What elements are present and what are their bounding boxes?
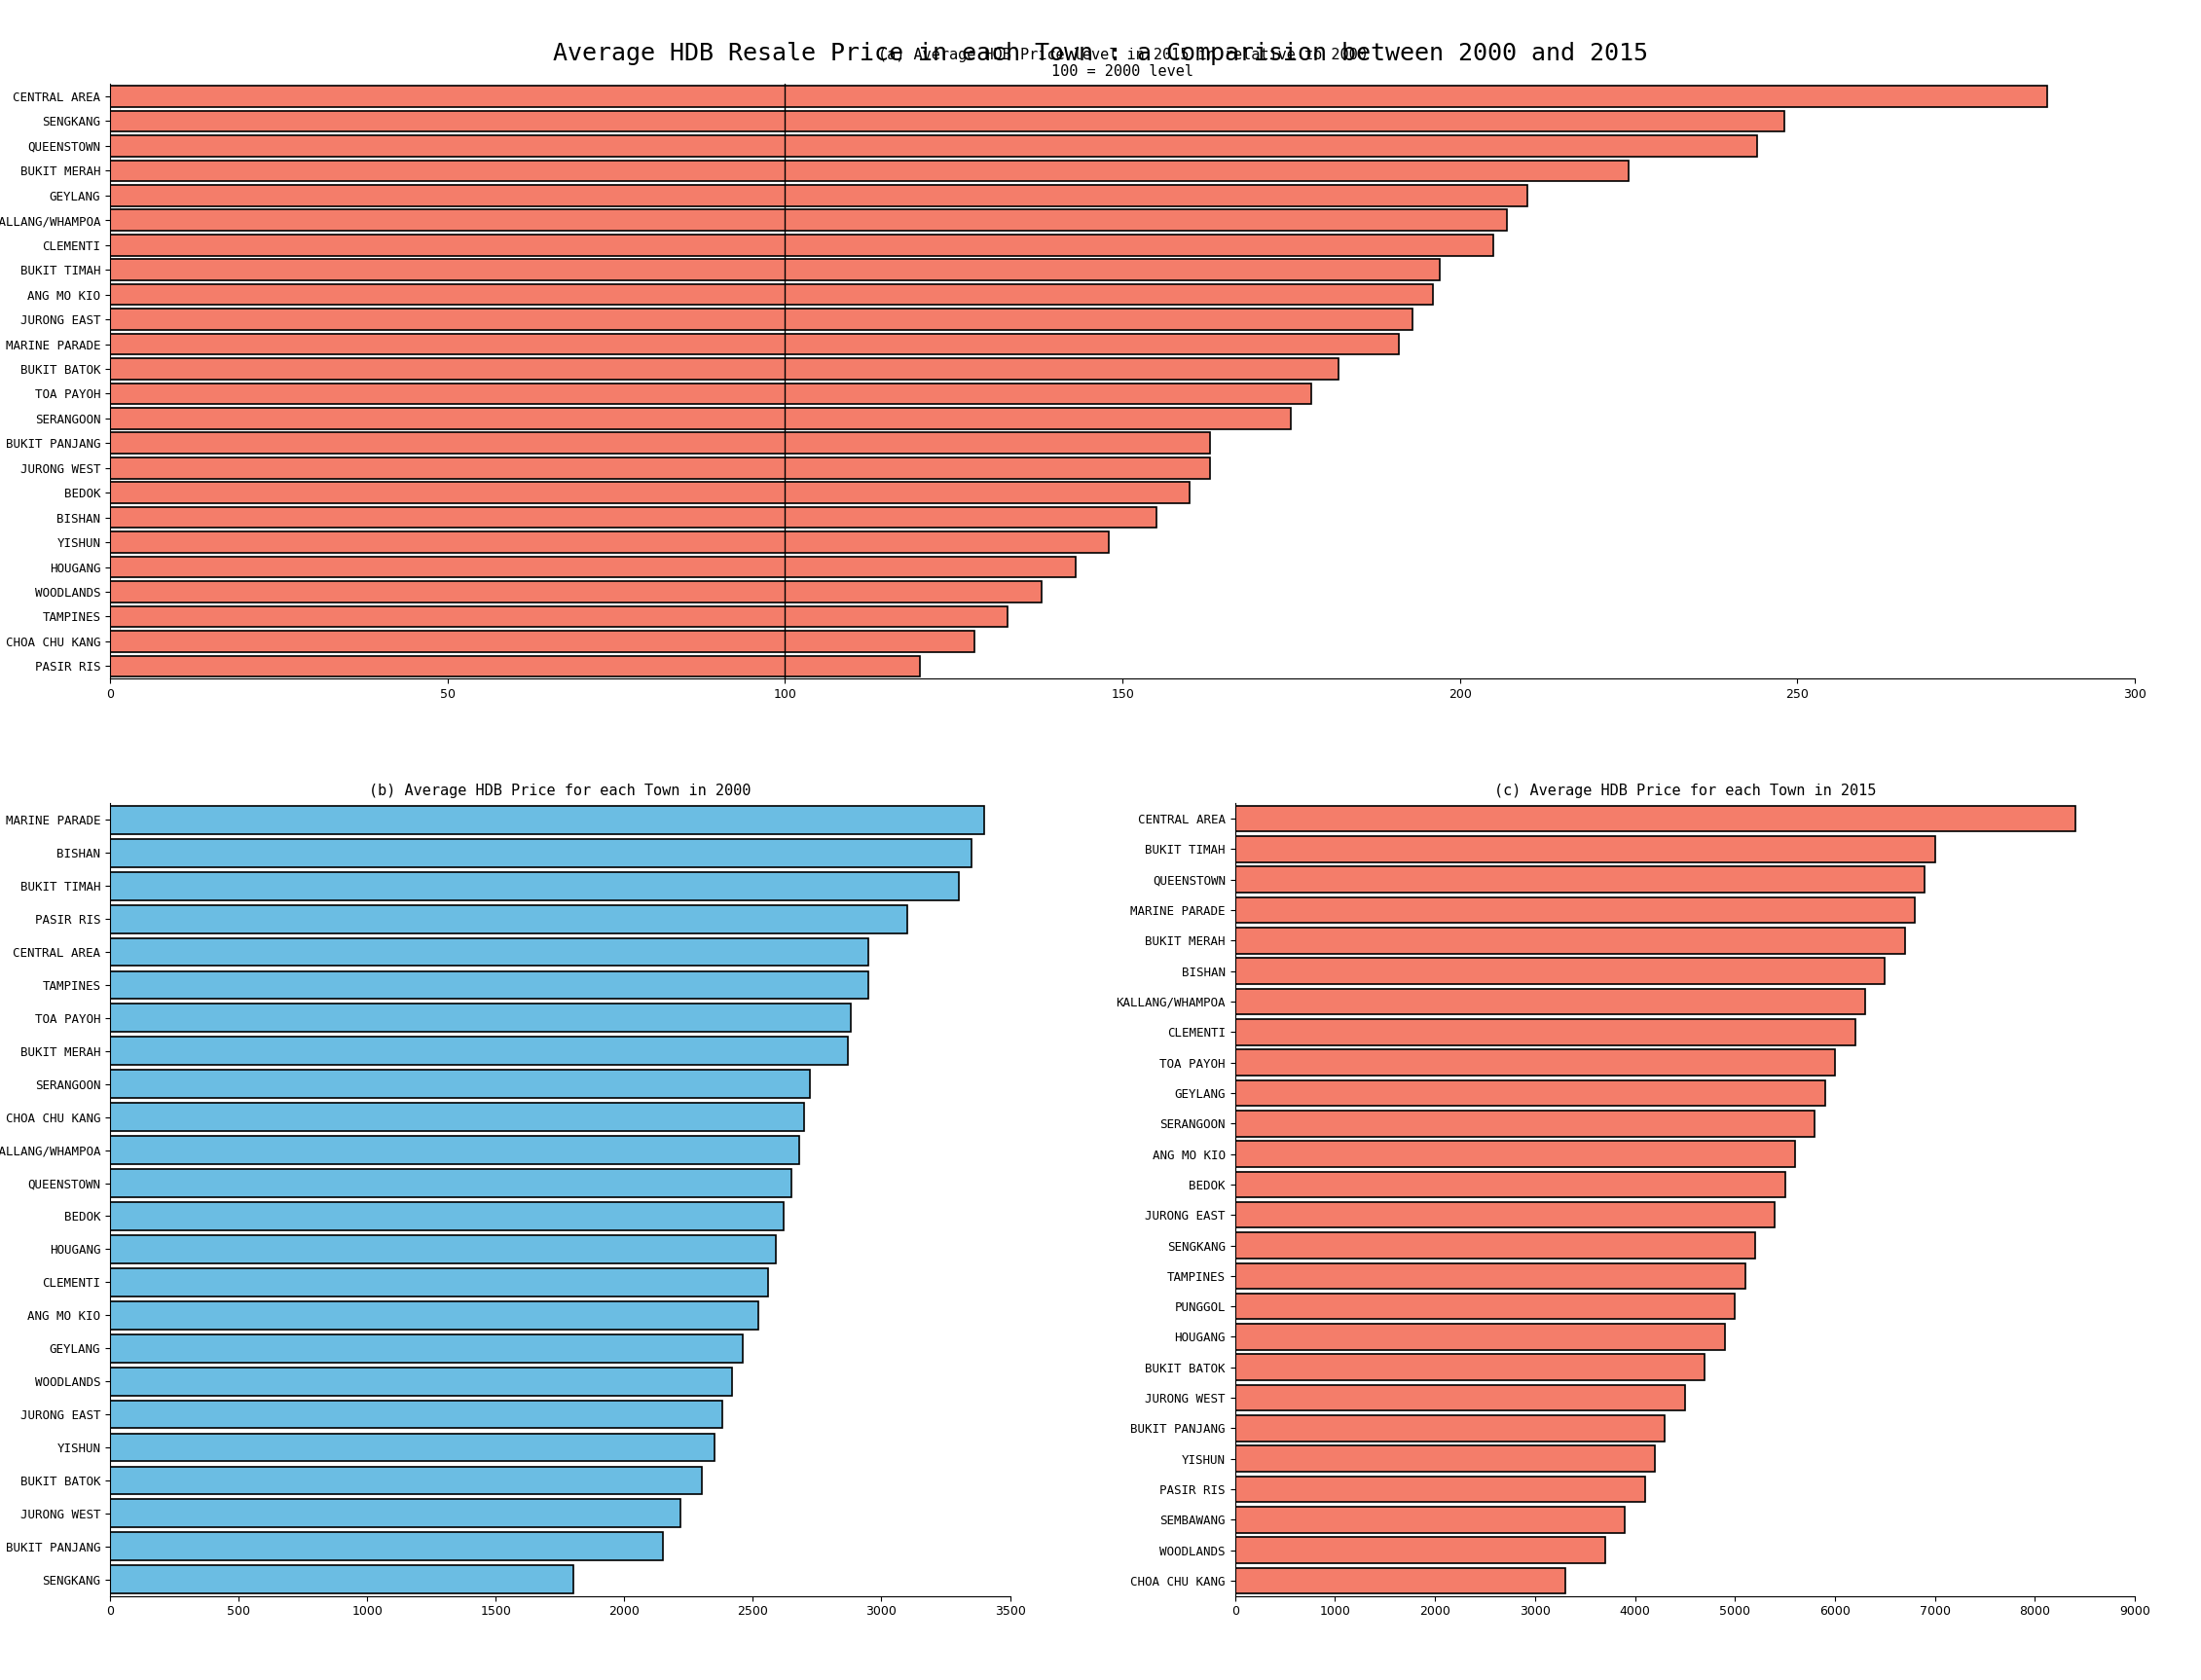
Bar [110, 1005, 850, 1032]
Bar [1235, 1294, 1734, 1319]
Bar [1235, 1537, 1605, 1562]
Bar [110, 1203, 784, 1230]
Bar [1235, 1507, 1624, 1532]
Bar [1235, 1233, 1754, 1258]
Bar [1235, 1384, 1686, 1411]
Bar [110, 1368, 733, 1396]
Bar [110, 210, 1508, 230]
Bar [110, 606, 1008, 627]
Bar [1235, 927, 1906, 954]
Bar [110, 383, 1312, 405]
Bar [110, 259, 1439, 281]
Bar [1235, 1263, 1745, 1289]
Bar [110, 806, 984, 833]
Bar [110, 136, 1756, 156]
Bar [110, 86, 2047, 108]
Bar [1235, 1201, 1774, 1228]
Bar [110, 1037, 847, 1065]
Bar [110, 507, 1156, 528]
Bar [110, 334, 1400, 354]
Bar [110, 1235, 777, 1263]
Bar [110, 1499, 680, 1527]
Bar [1235, 958, 1884, 984]
Bar [1235, 1415, 1664, 1441]
Bar [110, 971, 869, 1000]
Bar [1235, 1446, 1655, 1472]
Bar [110, 1401, 722, 1428]
Bar [1235, 1020, 1855, 1045]
Bar [110, 185, 1527, 207]
Bar [1235, 1171, 1785, 1198]
Bar [110, 1302, 757, 1329]
Bar [110, 111, 1785, 131]
Title: (b) Average HDB Price for each Town in 2000: (b) Average HDB Price for each Town in 2… [370, 783, 751, 798]
Bar [110, 872, 960, 900]
Title: (a) Average HDB Price level in 2015 in relative to 2000
100 = 2000 level: (a) Average HDB Price level in 2015 in r… [878, 47, 1367, 79]
Bar [110, 630, 975, 652]
Bar [1235, 1477, 1644, 1502]
Bar [110, 408, 1292, 428]
Bar [1235, 897, 1915, 922]
Bar [1235, 1354, 1706, 1381]
Bar [110, 1136, 799, 1164]
Bar [110, 581, 1041, 603]
Bar [110, 1268, 768, 1297]
Bar [110, 838, 971, 867]
Bar [110, 556, 1076, 578]
Bar [110, 457, 1211, 479]
Bar [110, 235, 1494, 255]
Bar [1235, 1141, 1796, 1168]
Bar [1235, 1080, 1825, 1105]
Bar [110, 284, 1433, 306]
Bar [1235, 1567, 1565, 1594]
Text: Average HDB Resale Price in each Town : a Comparision between 2000 and 2015: Average HDB Resale Price in each Town : … [552, 42, 1649, 66]
Bar [110, 655, 920, 677]
Bar [110, 433, 1211, 454]
Bar [110, 482, 1191, 504]
Bar [110, 1467, 702, 1495]
Bar [110, 1334, 742, 1362]
Bar [1235, 806, 2076, 832]
Bar [1235, 1324, 1726, 1349]
Bar [110, 937, 869, 966]
Bar [110, 1566, 572, 1594]
Bar [110, 1104, 803, 1131]
Bar [1235, 867, 1926, 892]
Bar [1235, 988, 1864, 1015]
Bar [110, 1169, 792, 1198]
Bar [110, 1532, 663, 1561]
Bar [110, 1433, 715, 1462]
Title: (c) Average HDB Price for each Town in 2015: (c) Average HDB Price for each Town in 2… [1494, 783, 1875, 798]
Bar [1235, 837, 1935, 862]
Bar [1235, 1050, 1836, 1075]
Bar [110, 533, 1109, 553]
Bar [110, 358, 1338, 380]
Bar [110, 309, 1413, 329]
Bar [110, 160, 1629, 181]
Bar [110, 906, 907, 932]
Bar [110, 1070, 810, 1099]
Bar [1235, 1110, 1816, 1136]
